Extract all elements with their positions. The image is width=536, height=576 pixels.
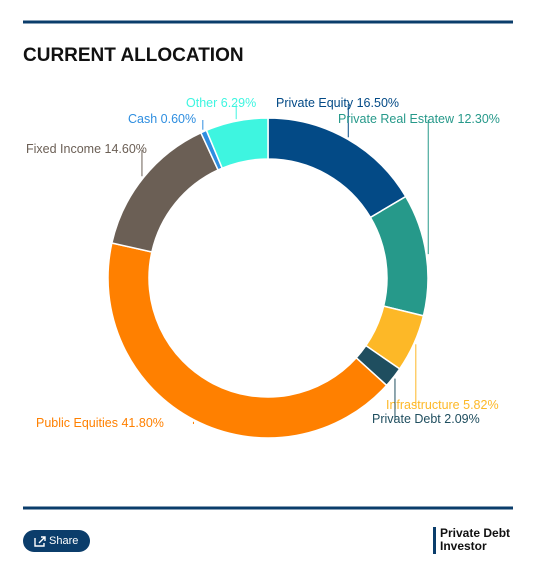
slice-value: 6.29% (221, 96, 256, 110)
slice-name: Private Debt (372, 412, 441, 426)
slice (107, 242, 388, 439)
slice-name: Private Equity (276, 96, 354, 110)
slice-label: Private Real Estatew 12.30% (338, 112, 500, 126)
chart-title: CURRENT ALLOCATION (23, 45, 244, 66)
slice-label: Other 6.29% (186, 96, 256, 110)
slice-value: 5.82% (463, 398, 498, 412)
slice-value: 41.80% (121, 416, 163, 430)
slice-label: Fixed Income 14.60% (26, 142, 147, 156)
slice-name: Private Real Estatew (338, 112, 455, 126)
slice-name: Cash (128, 112, 157, 126)
donut-chart: Private Equity 16.50% Private Real Estate… (26, 96, 500, 439)
slice-name: Fixed Income (26, 142, 101, 156)
slice-value: 2.09% (444, 412, 479, 426)
slice-label: Infrastructure 5.82% (386, 398, 499, 412)
slice (369, 195, 429, 317)
share-icon (34, 536, 46, 547)
slice-value: 16.50% (357, 96, 399, 110)
slice-label: Private Equity 16.50% (276, 96, 399, 110)
slice-label: Cash 0.60% (128, 112, 196, 126)
slice-label: Private Debt 2.09% (372, 412, 480, 426)
slice-value: 14.60% (105, 142, 147, 156)
slice (205, 117, 269, 170)
slice (267, 117, 407, 219)
slice-name: Public Equities (36, 416, 118, 430)
share-button[interactable]: Share (23, 530, 90, 552)
slice-name: Infrastructure (386, 398, 460, 412)
logo: Private Debt Investor (433, 526, 510, 554)
logo-line: Investor (440, 539, 487, 553)
slice-value: 12.30% (458, 112, 500, 126)
logo-line: Private Debt (440, 526, 510, 540)
slice-label: Public Equities 41.80% (36, 416, 164, 430)
slice-name: Other (186, 96, 217, 110)
slice-value: 0.60% (161, 112, 196, 126)
logo-bar (433, 527, 436, 554)
share-label[interactable]: Share (49, 535, 78, 547)
